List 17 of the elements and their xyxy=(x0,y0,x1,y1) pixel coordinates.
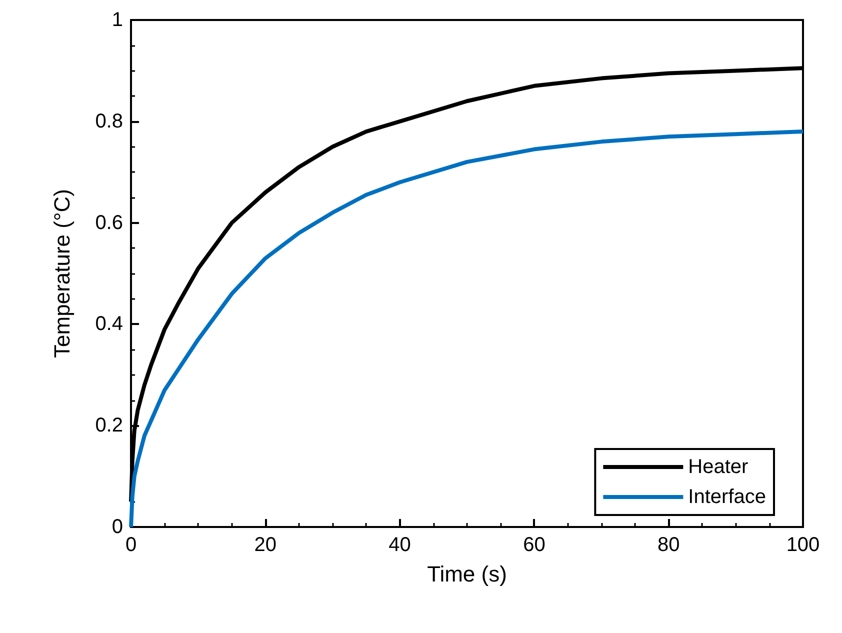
y-tick-label: 0 xyxy=(112,516,123,538)
legend-label: Heater xyxy=(688,456,749,478)
x-tick-label: 40 xyxy=(388,534,411,556)
legend-label: Interface xyxy=(688,486,766,508)
y-tick-label: 1 xyxy=(112,9,123,31)
x-tick-label: 0 xyxy=(125,534,137,556)
x-tick-label: 100 xyxy=(786,534,820,556)
y-tick-label: 0.8 xyxy=(95,110,123,132)
y-tick-label: 0.4 xyxy=(95,313,123,336)
y-axis-title: Temperature (°C) xyxy=(50,189,74,358)
x-axis-title: Time (s) xyxy=(427,562,507,586)
y-tick-label: 0.6 xyxy=(95,212,123,234)
line-series xyxy=(129,130,805,529)
x-tick-label: 80 xyxy=(657,534,680,556)
x-tick-label: 20 xyxy=(254,534,277,556)
x-tick-label: 60 xyxy=(523,534,546,556)
y-tick-label: 0.2 xyxy=(95,414,123,437)
